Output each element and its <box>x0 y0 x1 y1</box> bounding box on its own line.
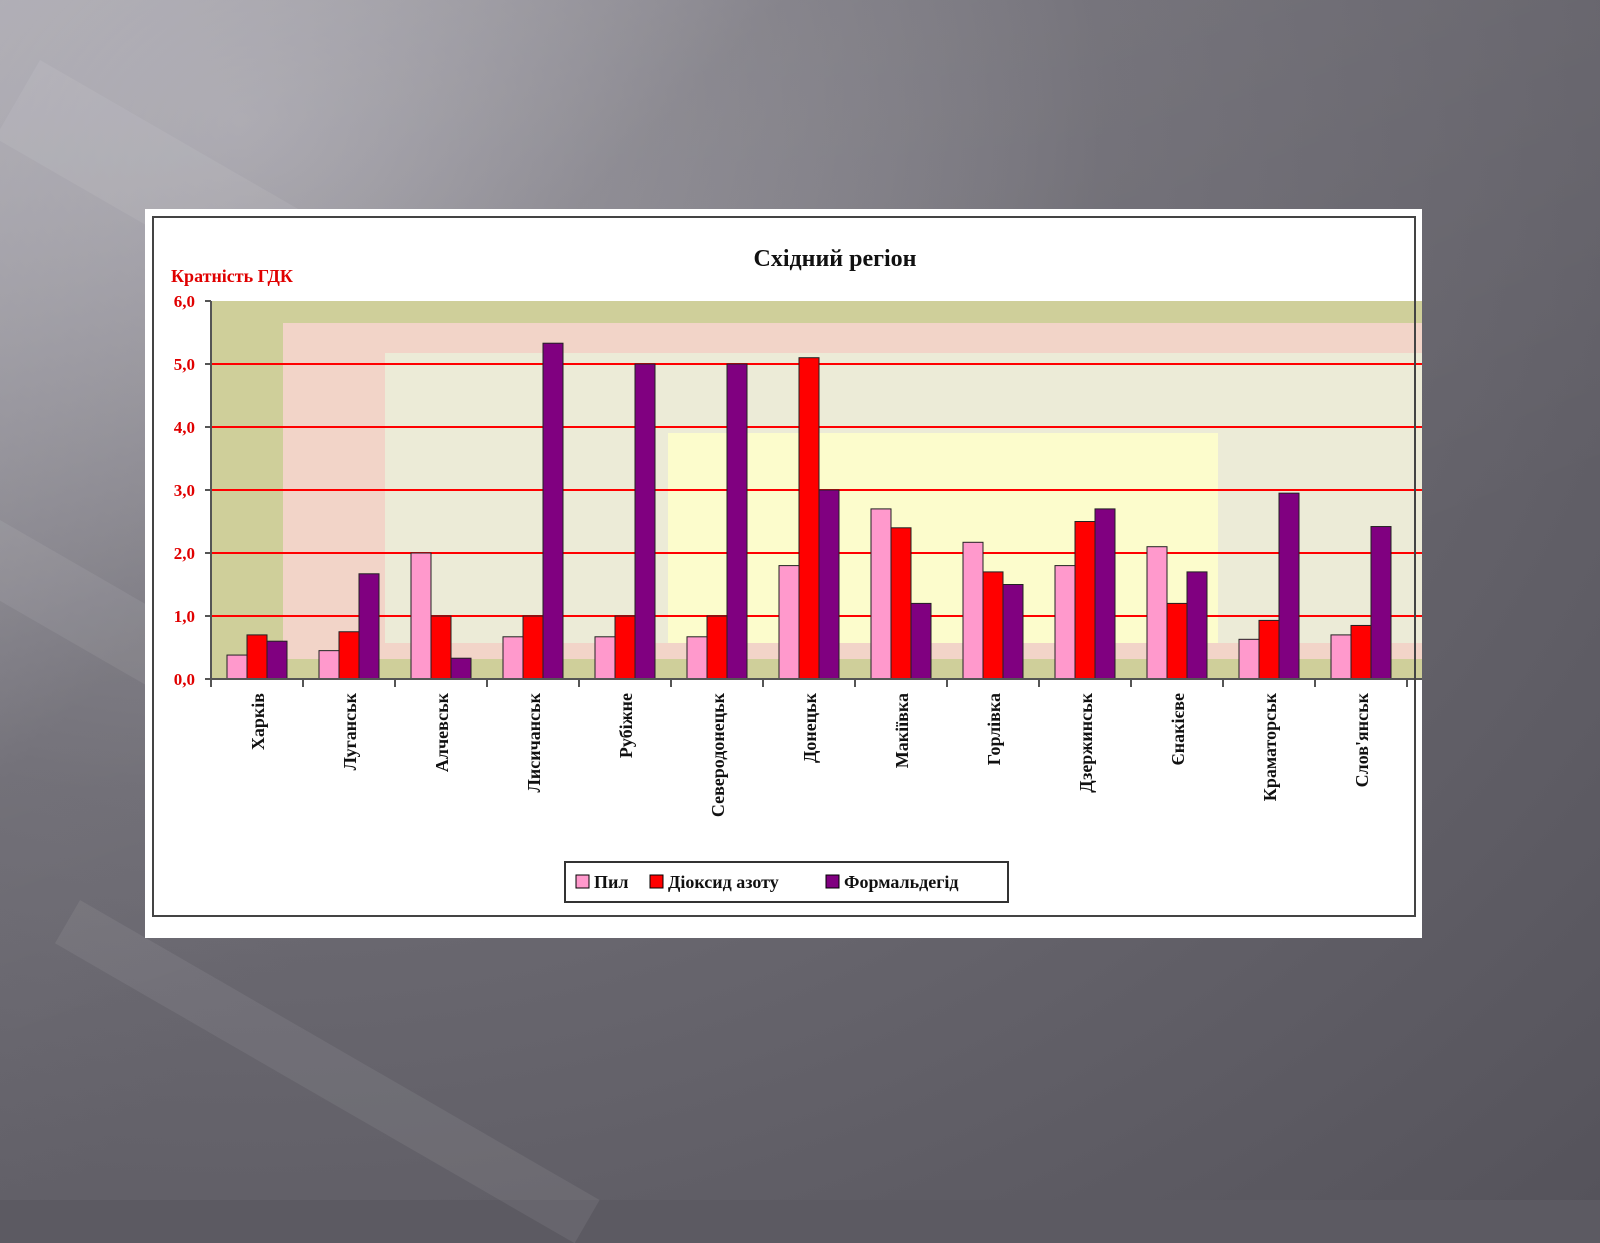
bars <box>226 342 1392 680</box>
bar-dust <box>1054 565 1076 680</box>
bar-no2 <box>614 615 636 680</box>
bar-dust <box>686 636 708 680</box>
bar-dust <box>410 552 432 680</box>
bar-dust <box>318 650 340 680</box>
x-tick-label: Рубіжне <box>616 693 636 758</box>
bar-no2 <box>1350 624 1372 680</box>
legend-label-no2: Діоксид азоту <box>668 872 779 892</box>
bar-no2 <box>890 527 912 680</box>
bar-formaldehyde <box>634 363 656 680</box>
y-tick-label: 5,0 <box>174 355 195 374</box>
x-tick-label: Дзержинськ <box>1076 692 1096 792</box>
y-axis-label: Кратність ГДК <box>171 266 293 286</box>
bar-formaldehyde <box>726 363 748 680</box>
x-tick-label: Алчевськ <box>432 692 452 772</box>
bar-formaldehyde <box>1278 492 1300 680</box>
legend-label-dust: Пил <box>594 872 628 892</box>
chart-card: 0,0 1,0 2,0 3,0 4,0 5,0 6,0 Харків Луганськ Алче… <box>145 209 1487 938</box>
bar-dust <box>870 508 892 680</box>
bar-formaldehyde <box>266 640 288 680</box>
bar-dust <box>1146 546 1168 680</box>
band-yellow <box>668 433 1218 643</box>
bar-dust <box>962 541 984 680</box>
bar-no2 <box>338 631 360 680</box>
y-tick-label: 4,0 <box>174 418 195 437</box>
chart-title: Східний регіон <box>753 246 916 272</box>
bar-dust <box>1330 634 1352 680</box>
legend-label-formaldehyde: Формальдегід <box>844 872 959 892</box>
bar-no2 <box>430 615 452 680</box>
legend-swatch-no2 <box>649 874 664 889</box>
bar-dust <box>778 565 800 680</box>
y-tick-label: 0,0 <box>174 670 195 689</box>
legend-swatch-formaldehyde <box>825 874 840 889</box>
chart-frame <box>152 216 1416 917</box>
bar-no2 <box>1258 619 1280 680</box>
x-tick-label: Горлівка <box>984 693 1004 765</box>
x-tick-label: Макіївка <box>892 693 912 768</box>
bar-formaldehyde <box>910 602 932 680</box>
bar-dust <box>502 636 524 680</box>
bar-formaldehyde <box>358 573 380 680</box>
bar-formaldehyde <box>450 657 472 680</box>
x-tick-label: Донецьк <box>800 692 820 763</box>
x-tick-labels: Харків Луганськ Алчевськ Лисичанськ Рубіжне С… <box>210 679 1408 817</box>
bar-dust <box>1238 638 1260 680</box>
bar-formaldehyde <box>1002 584 1024 680</box>
x-tick-label: Слов'янськ <box>1352 692 1372 787</box>
bar-formaldehyde <box>818 489 840 680</box>
bar-no2 <box>246 634 268 680</box>
x-tick-label: Краматорськ <box>1260 692 1280 801</box>
y-tick-label: 6,0 <box>174 292 195 311</box>
bar-no2 <box>982 571 1004 680</box>
x-tick-label: Харків <box>248 693 268 750</box>
bar-formaldehyde <box>1186 571 1208 680</box>
x-tick-label: Лисичанськ <box>524 692 544 792</box>
legend-swatch-dust <box>575 874 590 889</box>
bar-formaldehyde <box>542 342 564 680</box>
x-tick-label: Єнакієве <box>1168 693 1188 765</box>
y-tick-labels: 0,0 1,0 2,0 3,0 4,0 5,0 6,0 <box>174 292 211 689</box>
bar-no2 <box>798 357 820 680</box>
legend-box <box>564 861 1009 903</box>
bar-no2 <box>706 615 728 680</box>
y-tick-label: 2,0 <box>174 544 195 563</box>
bar-no2 <box>1074 521 1096 680</box>
bar-dust <box>226 654 248 680</box>
chart: 0,0 1,0 2,0 3,0 4,0 5,0 6,0 Харків Луганськ Алче… <box>152 216 1487 917</box>
bar-no2 <box>522 615 544 680</box>
bar-no2 <box>1166 602 1188 680</box>
legend: Пил Діоксид азоту Формальдегід <box>564 861 1009 903</box>
y-tick-label: 1,0 <box>174 607 195 626</box>
bar-formaldehyde <box>1094 508 1116 680</box>
x-tick-label: Луганськ <box>340 692 360 770</box>
bar-dust <box>594 636 616 680</box>
y-tick-label: 3,0 <box>174 481 195 500</box>
bar-formaldehyde <box>1370 526 1392 680</box>
x-tick-label: Северодонецьк <box>708 692 728 817</box>
